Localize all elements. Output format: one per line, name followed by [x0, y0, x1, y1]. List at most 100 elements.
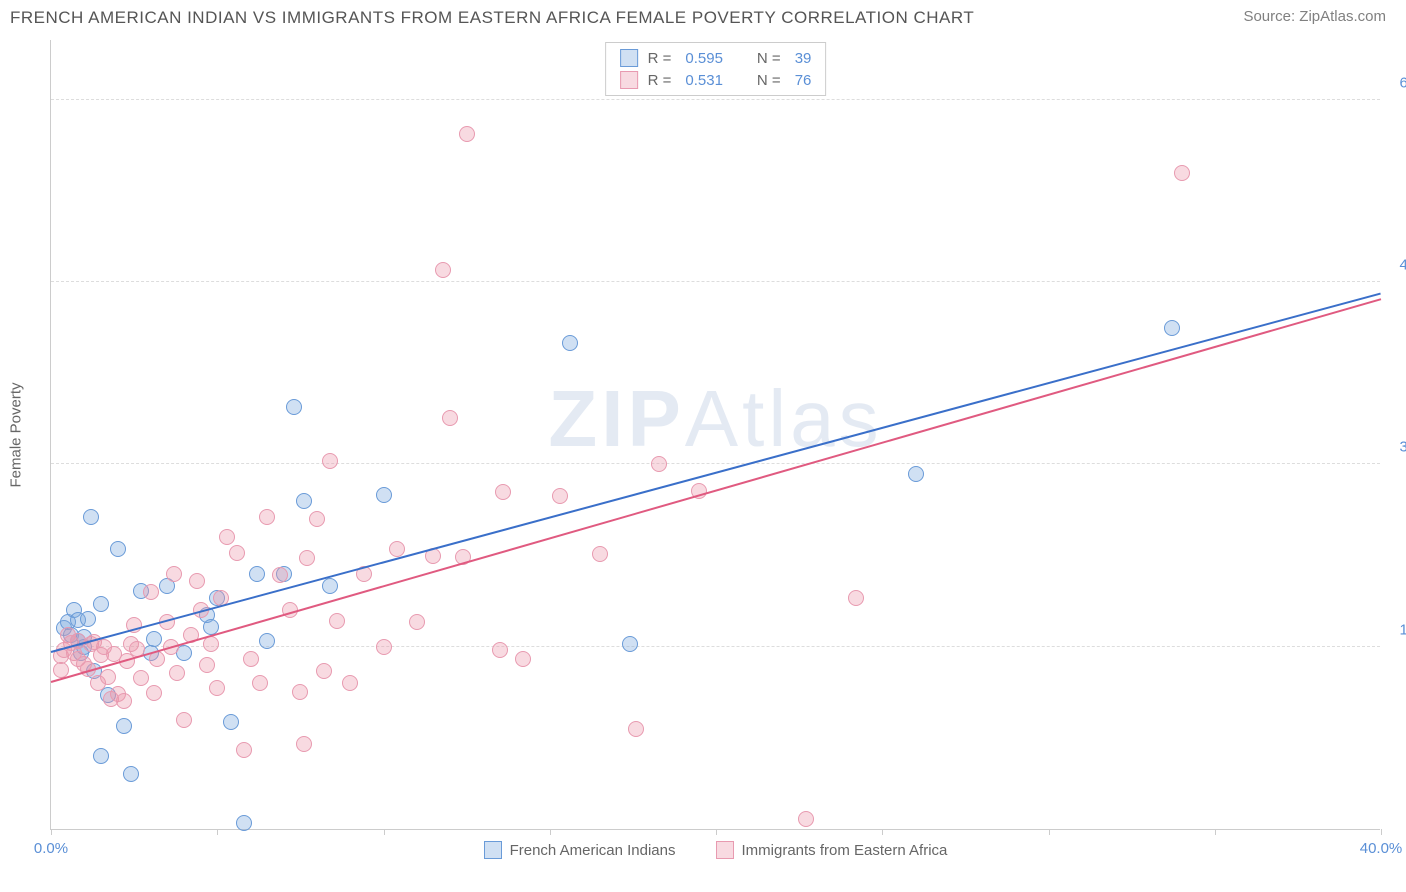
legend-series-item: Immigrants from Eastern Africa [716, 841, 948, 859]
scatter-point [296, 493, 312, 509]
scatter-point [798, 811, 814, 827]
scatter-point [199, 657, 215, 673]
y-tick-label: 60.0% [1387, 74, 1406, 91]
legend-n-label: N = [757, 50, 781, 67]
scatter-point [286, 399, 302, 415]
scatter-point [219, 529, 235, 545]
scatter-point [259, 633, 275, 649]
scatter-chart: Female Poverty ZIPAtlas R =0.595N =39R =… [50, 40, 1380, 830]
legend-r-value: 0.531 [685, 72, 723, 89]
scatter-point [166, 566, 182, 582]
x-tick [217, 829, 218, 835]
scatter-point [329, 613, 345, 629]
legend-n-value: 76 [795, 72, 812, 89]
y-tick-label: 30.0% [1387, 439, 1406, 456]
scatter-point [123, 766, 139, 782]
legend-stat-row: R = 0.531 N = 76 [620, 69, 812, 91]
legend-series-label: French American Indians [510, 842, 676, 859]
x-tick [882, 829, 883, 835]
legend-stat-row: R = 0.595 N = 39 [620, 47, 812, 69]
scatter-point [229, 545, 245, 561]
scatter-point [223, 714, 239, 730]
watermark-bold: ZIP [548, 374, 684, 463]
scatter-point [236, 742, 252, 758]
x-tick [550, 829, 551, 835]
scatter-point [552, 488, 568, 504]
scatter-point [93, 748, 109, 764]
scatter-point [80, 611, 96, 627]
scatter-point [848, 590, 864, 606]
legend-r-label: R = [648, 72, 672, 89]
scatter-point [272, 567, 288, 583]
trend-line [51, 298, 1382, 683]
scatter-point [376, 639, 392, 655]
scatter-point [908, 466, 924, 482]
watermark: ZIPAtlas [548, 373, 882, 465]
scatter-point [143, 584, 159, 600]
legend-n-value: 39 [795, 50, 812, 67]
legend-swatch [620, 71, 638, 89]
scatter-point [459, 126, 475, 142]
y-tick-label: 45.0% [1387, 257, 1406, 274]
legend-series: French American Indians Immigrants from E… [51, 841, 1380, 859]
scatter-point [296, 736, 312, 752]
y-axis-label: Female Poverty [8, 382, 25, 487]
scatter-point [133, 670, 149, 686]
scatter-point [322, 453, 338, 469]
grid-line [51, 281, 1380, 282]
x-tick [1215, 829, 1216, 835]
scatter-point [169, 665, 185, 681]
x-tick [1381, 829, 1382, 835]
scatter-point [628, 721, 644, 737]
x-tick [1049, 829, 1050, 835]
grid-line [51, 99, 1380, 100]
scatter-point [243, 651, 259, 667]
scatter-point [100, 669, 116, 685]
chart-header: FRENCH AMERICAN INDIAN VS IMMIGRANTS FRO… [0, 0, 1406, 28]
scatter-point [236, 815, 252, 831]
scatter-point [376, 487, 392, 503]
scatter-point [1174, 165, 1190, 181]
chart-title: FRENCH AMERICAN INDIAN VS IMMIGRANTS FRO… [10, 8, 974, 28]
scatter-point [316, 663, 332, 679]
legend-series-label: Immigrants from Eastern Africa [742, 842, 948, 859]
scatter-point [299, 550, 315, 566]
scatter-point [93, 596, 109, 612]
legend-swatch [484, 841, 502, 859]
scatter-point [189, 573, 205, 589]
scatter-point [146, 631, 162, 647]
scatter-point [515, 651, 531, 667]
scatter-point [492, 642, 508, 658]
x-tick [51, 829, 52, 835]
scatter-point [292, 684, 308, 700]
scatter-point [83, 509, 99, 525]
x-tick-label: 0.0% [34, 840, 68, 857]
scatter-point [146, 685, 162, 701]
x-tick [384, 829, 385, 835]
scatter-point [110, 541, 126, 557]
scatter-point [435, 262, 451, 278]
legend-n-label: N = [757, 72, 781, 89]
scatter-point [322, 578, 338, 594]
legend-stats: R = 0.595 N = 39 R = 0.531 N = 76 [605, 42, 827, 96]
trend-line [51, 292, 1382, 652]
scatter-point [176, 712, 192, 728]
scatter-point [622, 636, 638, 652]
grid-line [51, 646, 1380, 647]
scatter-point [116, 693, 132, 709]
scatter-point [1164, 320, 1180, 336]
scatter-point [252, 675, 268, 691]
legend-swatch [716, 841, 734, 859]
x-tick [716, 829, 717, 835]
scatter-point [116, 718, 132, 734]
scatter-point [249, 566, 265, 582]
legend-r-value: 0.595 [685, 50, 723, 67]
legend-r-label: R = [648, 50, 672, 67]
scatter-point [562, 335, 578, 351]
x-tick-label: 40.0% [1360, 840, 1403, 857]
y-tick-label: 15.0% [1387, 621, 1406, 638]
scatter-point [592, 546, 608, 562]
scatter-point [309, 511, 325, 527]
scatter-point [442, 410, 458, 426]
scatter-point [342, 675, 358, 691]
